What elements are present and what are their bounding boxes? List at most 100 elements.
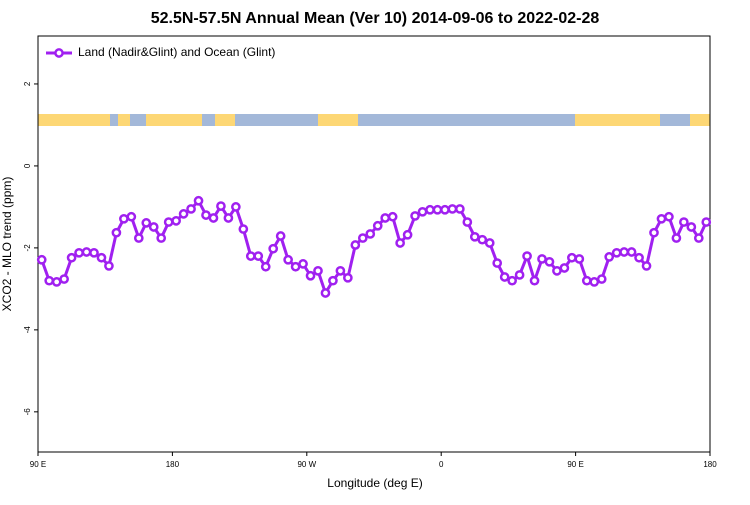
point: [171, 215, 181, 226]
point: [275, 231, 286, 241]
x-axis-label: Longitude (deg E): [327, 476, 422, 490]
point: [96, 252, 107, 263]
point: [357, 233, 368, 243]
point: [507, 275, 517, 286]
legend-label: Land (Nadir&Glint) and Ocean (Glint): [78, 45, 275, 59]
point: [201, 210, 211, 220]
point: [104, 261, 114, 271]
point: [469, 231, 480, 242]
point: [208, 213, 219, 223]
point: [36, 254, 47, 265]
point: [343, 272, 353, 283]
point: [447, 204, 458, 214]
point: [544, 256, 555, 267]
y-axis-label: XCO2 - MLO trend (ppm): [0, 177, 14, 312]
point: [686, 222, 697, 232]
point: [641, 261, 652, 271]
point: [238, 224, 249, 234]
point: [634, 252, 644, 263]
point: [581, 275, 592, 286]
x-tick-label: 180: [703, 460, 717, 469]
point: [410, 211, 420, 221]
point: [499, 272, 510, 282]
point: [133, 233, 144, 243]
point: [514, 270, 525, 280]
y-tick-label: 2: [23, 81, 32, 86]
point: [260, 261, 271, 272]
point: [320, 288, 331, 298]
point: [537, 254, 547, 264]
point: [186, 204, 196, 214]
point: [290, 261, 301, 272]
point: [44, 275, 55, 286]
land-strip: [215, 114, 235, 126]
land-strip: [575, 114, 660, 126]
point: [440, 204, 450, 215]
land-strip: [690, 114, 710, 126]
y-tick-label: -2: [23, 244, 32, 252]
land-strip: [38, 114, 110, 126]
x-tick-label: 90 E: [30, 460, 46, 469]
plot-frame: [37, 35, 711, 453]
point: [462, 217, 473, 227]
point: [693, 233, 704, 243]
legend-marker: [54, 48, 64, 58]
ocean-strip: [38, 114, 710, 126]
point: [81, 247, 92, 257]
point: [477, 234, 488, 245]
point: [574, 254, 585, 264]
point: [492, 258, 503, 268]
chart-title: 52.5N-57.5N Annual Mean (Ver 10) 2014-09…: [151, 10, 600, 27]
point: [163, 217, 174, 227]
point: [66, 252, 77, 263]
point: [417, 206, 428, 217]
point: [559, 263, 570, 273]
point: [372, 220, 383, 231]
point: [425, 204, 435, 215]
point: [305, 270, 316, 281]
point: [141, 218, 152, 228]
point: [328, 275, 338, 286]
point: [626, 247, 637, 257]
point: [156, 233, 167, 243]
point: [111, 227, 122, 238]
point: [253, 251, 264, 261]
land-strip: [146, 114, 202, 126]
point: [552, 265, 562, 276]
point: [59, 274, 69, 284]
point: [522, 251, 532, 261]
point: [701, 217, 712, 227]
point: [283, 254, 293, 265]
point: [604, 252, 615, 262]
point: [649, 227, 659, 238]
point: [596, 274, 607, 284]
point: [402, 229, 413, 240]
point: [119, 213, 129, 224]
point: [380, 213, 391, 223]
point: [313, 265, 323, 276]
point: [223, 213, 234, 223]
point: [619, 247, 629, 257]
point: [611, 247, 622, 258]
map-strip: [38, 114, 710, 126]
y-tick-label: -6: [23, 408, 32, 416]
point: [231, 202, 241, 212]
point: [664, 211, 674, 222]
point: [387, 211, 398, 222]
y-tick-label: 0: [23, 163, 32, 168]
x-tick-label: 180: [166, 460, 180, 469]
point: [567, 252, 577, 263]
point: [51, 277, 62, 287]
x-tick-label: 90 W: [297, 460, 316, 469]
point: [365, 229, 376, 239]
point: [589, 277, 600, 287]
point: [335, 265, 346, 276]
point: [432, 204, 443, 215]
y-tick-label: -4: [23, 326, 32, 334]
point: [178, 209, 189, 219]
point: [455, 204, 465, 214]
land-strip: [118, 114, 130, 126]
point: [529, 275, 540, 286]
point: [679, 217, 689, 227]
